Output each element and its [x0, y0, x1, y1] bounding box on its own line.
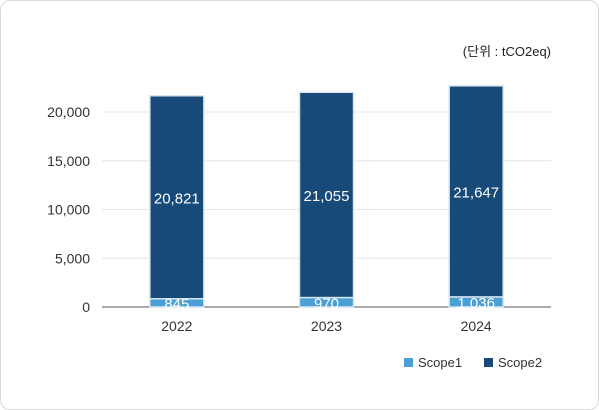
x-tick-label: 2023 [311, 318, 342, 334]
bars: 845 20,821 970 21,055 1,036 21,647 [149, 85, 504, 313]
y-axis: 0 5,000 10,000 15,000 20,000 [47, 104, 90, 315]
legend-swatch-scope1 [404, 358, 413, 367]
bar-scope2-2024 [448, 85, 504, 298]
y-tick-label: 0 [82, 299, 90, 315]
x-tick-label: 2024 [461, 318, 492, 334]
y-tick-label: 20,000 [47, 104, 90, 120]
data-label: 970 [314, 295, 339, 312]
legend-label: Scope1 [418, 355, 462, 370]
legend: Scope1 Scope2 [404, 355, 542, 370]
y-tick-label: 10,000 [47, 202, 90, 218]
data-label: 21,055 [304, 188, 350, 205]
y-tick-label: 15,000 [47, 153, 90, 169]
bar-scope2-2022 [149, 95, 205, 300]
unit-label: (단위 : tCO2eq) [463, 44, 551, 59]
legend-swatch-scope2 [484, 358, 493, 367]
y-tick-label: 5,000 [55, 250, 90, 266]
data-label: 20,821 [154, 190, 200, 207]
legend-label: Scope2 [498, 355, 542, 370]
x-axis: 2022 2023 2024 [161, 318, 492, 334]
data-label: 1,036 [457, 295, 495, 312]
data-label: 21,647 [453, 184, 499, 201]
bar-scope2-2023 [298, 91, 355, 299]
x-tick-label: 2022 [161, 318, 192, 334]
data-label: 845 [164, 296, 189, 313]
